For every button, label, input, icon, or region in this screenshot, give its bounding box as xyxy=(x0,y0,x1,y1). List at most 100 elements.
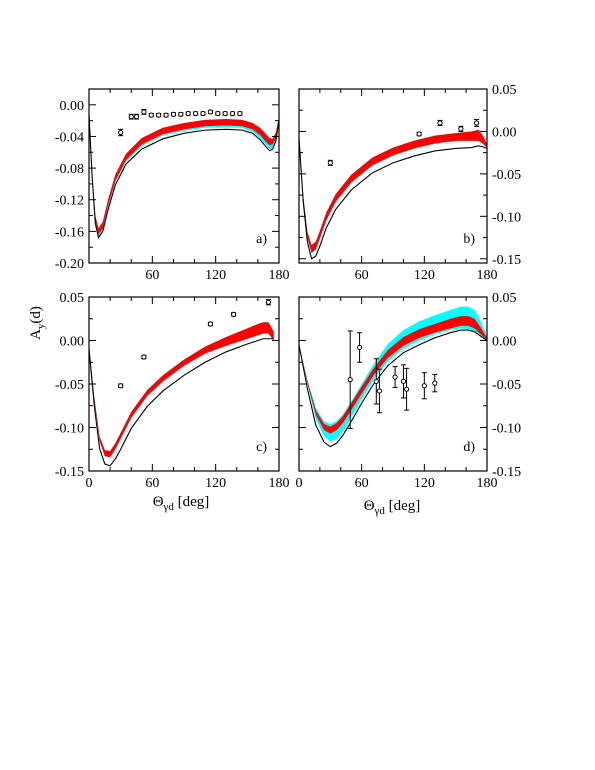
panel-a-y-tick-label: -0.12 xyxy=(55,194,84,209)
panel-d-data-point xyxy=(356,332,363,363)
panel-a-curve xyxy=(89,114,279,240)
panel-d-y-tick-label: -0.10 xyxy=(492,422,521,437)
panel-d-data-point xyxy=(347,330,353,429)
panel-c-label: c) xyxy=(256,440,267,455)
panel-a-data-point xyxy=(118,128,124,137)
y-axis-title: Ay(d) xyxy=(28,306,47,340)
panel-c-x-tick-label: 60 xyxy=(145,476,159,491)
panel-b-y-tick-label: 0.00 xyxy=(492,125,517,140)
x-axis-title-right: Θγd [deg] xyxy=(364,498,421,517)
x-axis-title-left-main: Θ xyxy=(153,494,164,510)
panel-d-x-tick-label: 60 xyxy=(355,476,369,491)
panel-d-cyan-band xyxy=(299,306,487,442)
x-axis-title-right-main: Θ xyxy=(364,498,375,514)
panel-c-data-point xyxy=(231,311,237,317)
panel-d-data-point xyxy=(400,364,407,399)
panel-a-y-tick-label: -0.20 xyxy=(55,257,84,272)
panel-a-label: a) xyxy=(256,232,267,247)
panel-a-data-point xyxy=(133,113,140,120)
x-axis-title-right-sub: γd xyxy=(374,505,386,517)
panel-b-x-tick-label: 120 xyxy=(414,268,435,283)
panel-b-data-point xyxy=(416,131,422,137)
x-axis-title-left-tail: [deg] xyxy=(174,494,209,510)
panel-a-frame xyxy=(88,88,280,264)
panel-a-red-band xyxy=(89,112,279,235)
panel-a-x-tick-label: 60 xyxy=(145,268,159,283)
panel-b-x-tick-label: 60 xyxy=(355,268,369,283)
panel-a-data-point xyxy=(128,113,134,120)
panel-a-data-point xyxy=(163,112,169,118)
panel-b-data-point xyxy=(327,159,333,166)
panel-d-y-tick-label: -0.05 xyxy=(492,378,521,393)
panel-b-y-tick-label: 0.05 xyxy=(492,83,517,98)
panel-b-data-point xyxy=(437,119,443,126)
panel-d-data-point xyxy=(392,366,398,388)
panel-a-x-tick-label: 180 xyxy=(269,268,290,283)
panel-b-label: b) xyxy=(463,232,475,247)
panel-a-data-point xyxy=(200,110,206,117)
panel-a-plot-area xyxy=(89,112,279,240)
panel-c-data-point xyxy=(207,321,213,327)
panel-b-x-tick-label: 180 xyxy=(477,268,498,283)
panel-b-curve xyxy=(299,138,487,260)
panel-c-x-tick-label: 120 xyxy=(205,476,226,491)
panel-a-y-tick-label: -0.08 xyxy=(55,162,84,177)
panel-c-y-tick-label: -0.10 xyxy=(55,422,84,437)
panel-d-x-tick-label: 120 xyxy=(414,476,435,491)
panel-c-curve xyxy=(89,338,274,467)
panel-c-x-tick-label: 180 xyxy=(269,476,290,491)
panel-d-data-point xyxy=(373,358,379,405)
panel-d-data-point xyxy=(376,368,383,414)
panel-d: 0 60 120 180 0.05 0.00 -0.05 -0.10 -0.15 d) xyxy=(296,291,522,491)
panel-b-y-tick-label: -0.10 xyxy=(492,210,521,225)
panel-a-y-tick-label: 0.00 xyxy=(60,99,85,114)
panel-d-x-tick-label: 180 xyxy=(477,476,498,491)
panel-a-data-point xyxy=(215,110,221,117)
panel-d-curve xyxy=(299,329,487,448)
panel-d-y-tick-label: -0.15 xyxy=(492,465,521,480)
x-axis-title-left-sub: γd xyxy=(163,501,175,513)
panel-a-data-point xyxy=(178,111,184,117)
panel-d-x-tick-label: 0 xyxy=(296,476,303,491)
panel-a-y-tick-label: -0.16 xyxy=(55,225,84,240)
panel-c-cyan-band xyxy=(89,322,274,458)
panel-a-data-point xyxy=(185,110,191,117)
panel-d-y-tick-label: 0.05 xyxy=(492,291,517,306)
panel-b-data-point xyxy=(473,119,480,127)
panel-a-data-point xyxy=(170,111,177,117)
panel-a-y-tick-label: -0.04 xyxy=(55,130,84,145)
panel-b-plot-area xyxy=(299,129,487,260)
panel-b-y-tick-label: -0.15 xyxy=(492,253,521,268)
panel-d-data-point xyxy=(403,367,410,411)
panel-b-data-point xyxy=(458,125,464,132)
panel-a-x-tick-label: 120 xyxy=(205,268,226,283)
panel-a-data-point xyxy=(193,110,199,117)
panel-a-data-point xyxy=(156,112,162,118)
panel-a-data-point xyxy=(222,110,228,117)
panel-a: 60 120 180 0.00 -0.04 -0.08 -0.12 -0.16 -0.20 a) xyxy=(55,88,290,283)
panel-d-red-band xyxy=(299,316,487,434)
y-axis-title-tail: (d) xyxy=(28,306,44,324)
panel-c-red-band xyxy=(89,322,274,458)
panel-c-y-tick-label: -0.15 xyxy=(55,465,84,480)
y-axis-title-sub: y xyxy=(35,323,47,329)
panel-c-plot-area xyxy=(89,322,274,467)
panel-a-data-point xyxy=(229,110,236,117)
x-axis-title-left: Θγd [deg] xyxy=(153,494,210,513)
panel-b-red-band xyxy=(299,129,487,253)
panel-a-data-point xyxy=(141,109,147,115)
panel-c-y-tick-label: 0.00 xyxy=(60,335,85,350)
panel-d-plot-area xyxy=(299,306,487,448)
panel-d-data-point xyxy=(421,372,427,400)
panel-d-label: d) xyxy=(463,440,475,455)
x-axis-title-right-tail: [deg] xyxy=(385,498,420,514)
panel-c-y-tick-label: -0.05 xyxy=(55,378,84,393)
panel-a-data-point xyxy=(237,110,243,117)
panel-c-data-point xyxy=(118,383,124,389)
panel-c-data-point xyxy=(265,299,272,306)
panel-c: 0 60 120 180 0.05 0.00 -0.05 -0.10 -0.15 c) xyxy=(55,291,290,491)
panel-b-frame xyxy=(298,88,488,264)
panel-c-data-point xyxy=(141,354,147,360)
panel-c-y-tick-label: 0.05 xyxy=(60,291,85,306)
